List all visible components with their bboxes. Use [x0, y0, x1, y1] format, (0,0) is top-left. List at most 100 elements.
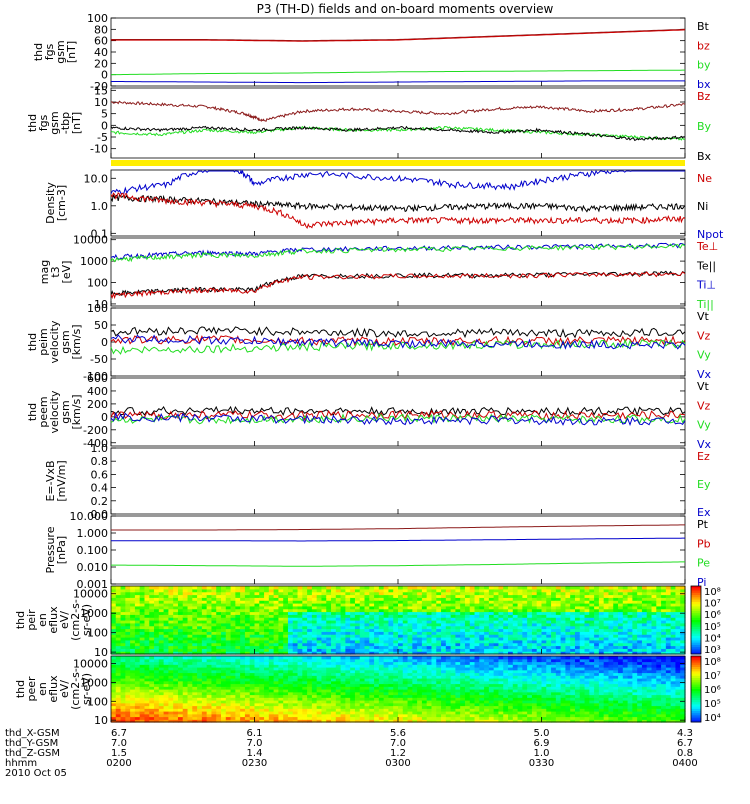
- heatmap-cell: [503, 586, 508, 589]
- heatmap-cell: [298, 586, 303, 589]
- heatmap-cell: [647, 586, 652, 589]
- heatmap-cell: [604, 586, 609, 589]
- y-axis-label-line: [nPa]: [55, 536, 68, 564]
- heatmap-cell: [446, 586, 451, 589]
- panel-pressure: 10.0001.0000.1000.0100.001Pressure[nPa]P…: [44, 510, 711, 591]
- heatmap-cell: [345, 586, 350, 589]
- heatmap-cell: [369, 656, 374, 659]
- heatmap-cell: [192, 656, 197, 659]
- heatmap-cell: [637, 586, 642, 589]
- heatmap-cell: [388, 656, 393, 659]
- heatmap-cell: [403, 656, 408, 659]
- y-tick-label: 600: [87, 372, 108, 385]
- heatmap-cell: [427, 656, 432, 659]
- series-by: [111, 70, 685, 75]
- heatmap-cell: [436, 656, 441, 659]
- series-Bz: [111, 101, 685, 121]
- heatmap-cell: [173, 586, 178, 589]
- heatmap-cell: [154, 586, 159, 589]
- heatmap-cell: [417, 586, 422, 589]
- y-tick-label: 1000: [80, 255, 108, 268]
- heatmap-cell: [317, 656, 322, 659]
- y-tick-label: 100: [87, 302, 108, 315]
- heatmap-cell: [221, 586, 226, 589]
- heatmap-cell: [470, 586, 475, 589]
- heatmap-cell: [288, 586, 293, 589]
- heatmap-cell: [551, 586, 556, 589]
- panel-peim-velocity: 100500-50-100thdpeimvelocitygsm[km/s]VtV…: [26, 302, 712, 383]
- heatmap-cell: [542, 586, 547, 589]
- colorbar-tick-label: 10⁶: [704, 610, 721, 621]
- heatmap-cell: [211, 586, 216, 589]
- y-axis-label-line: [km/s]: [70, 394, 83, 429]
- heatmap-cell: [231, 586, 236, 589]
- heatmap-cell: [460, 656, 465, 659]
- series-Pb: [111, 538, 685, 541]
- heatmap-cell: [436, 586, 441, 589]
- y-tick-label: -10: [90, 143, 108, 156]
- heatmap-cell: [111, 656, 116, 659]
- heatmap-cell: [255, 586, 260, 589]
- heatmap-cell: [365, 586, 370, 589]
- panel-peir-eflux: 10⁸10⁷10⁶10⁵10⁴10³10000100010010thdpeire…: [14, 586, 721, 659]
- heatmap-cell: [441, 586, 446, 589]
- panel-peem-velocity: 6004002000-200-400thdpeemvelocitygsm[km/…: [26, 372, 712, 451]
- heatmap-cell: [422, 656, 427, 659]
- y-tick-label: -200: [83, 424, 108, 437]
- heatmap-cell: [121, 586, 126, 589]
- heatmap-cell: [283, 656, 288, 659]
- heatmap-cell: [164, 656, 169, 659]
- colorbar-tick-label: 10³: [704, 645, 721, 656]
- panel-frame: [111, 170, 685, 236]
- heatmap-cell: [427, 586, 432, 589]
- y-axis-label: thdpeemvelocitygsm[km/s]: [26, 390, 83, 433]
- legend-entry: Pb: [697, 537, 711, 550]
- heatmap-cell: [125, 586, 130, 589]
- heatmap-cell: [345, 656, 350, 659]
- heatmap-cell: [475, 586, 480, 589]
- heatmap-cell: [642, 586, 647, 589]
- heatmap-cell: [341, 586, 346, 589]
- heatmap-cell: [565, 586, 570, 589]
- series-Bt: [111, 29, 685, 40]
- heatmap-cell: [388, 586, 393, 589]
- heatmap-cell: [431, 656, 436, 659]
- y-tick-label: 50: [94, 319, 108, 332]
- heatmap-cell: [455, 586, 460, 589]
- heatmap-cell: [255, 656, 260, 659]
- heatmap-cell: [216, 586, 221, 589]
- heatmap-cell: [379, 586, 384, 589]
- heatmap-cell: [575, 586, 580, 589]
- heatmap-cell: [398, 656, 403, 659]
- heatmap-cell: [274, 656, 279, 659]
- legend-entry: Bt: [697, 20, 710, 33]
- colorbar-tick-label: 10⁷: [704, 599, 721, 610]
- heatmap-cell: [589, 586, 594, 589]
- heatmap-cell: [355, 586, 360, 589]
- heatmap-cell: [613, 586, 618, 589]
- series-Ti||: [111, 244, 685, 261]
- heatmap-cell: [384, 656, 389, 659]
- y-axis-label-line: [mV/m]: [55, 460, 68, 501]
- y-tick-label: 0.6: [91, 468, 109, 481]
- heatmap-cell: [240, 656, 245, 659]
- y-axis-label-line: [eV]: [60, 261, 73, 284]
- y-axis-label-line: [km/s]: [70, 324, 83, 359]
- heatmap-cell: [278, 586, 283, 589]
- panel-frame: [111, 448, 685, 514]
- series-Vz: [111, 336, 685, 345]
- legend-entry: Te||: [696, 259, 716, 272]
- heatmap-cell: [527, 586, 532, 589]
- heatmap-cell: [417, 656, 422, 659]
- heatmap-cell: [350, 656, 355, 659]
- heatmap-cell: [144, 656, 149, 659]
- heatmap-cell: [216, 656, 221, 659]
- heatmap-cell: [431, 586, 436, 589]
- legend-entry: bz: [697, 39, 710, 52]
- heatmap-cell: [379, 656, 384, 659]
- heatmap-cell: [561, 586, 566, 589]
- heatmap-cell: [264, 656, 269, 659]
- heatmap-cell: [321, 586, 326, 589]
